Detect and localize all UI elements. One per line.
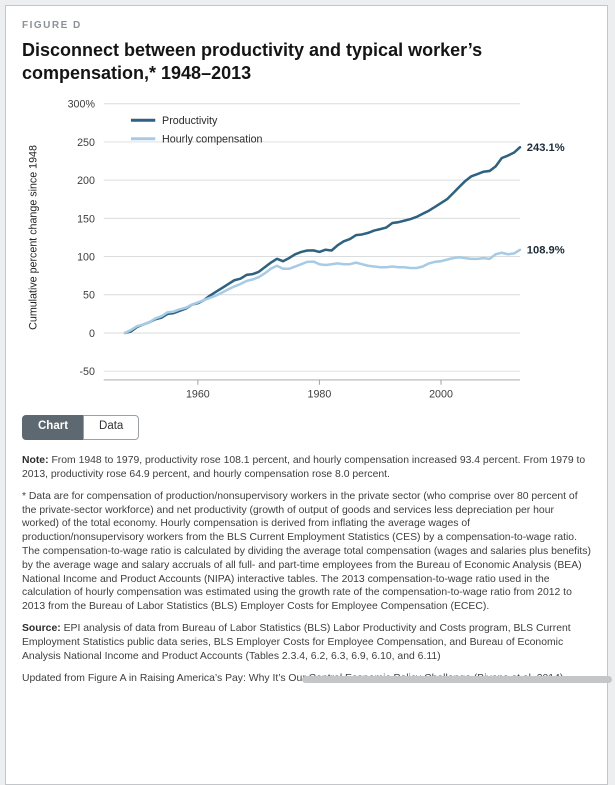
note-label: Note: [22, 455, 49, 467]
x-tick-label: 1960 [186, 388, 210, 400]
x-tick-label: 2000 [429, 388, 453, 400]
note-text: Note: From 1948 to 1979, productivity ro… [22, 454, 591, 482]
source-label: Source: [22, 623, 61, 635]
source-updated-text: Updated from Figure A in Raising America… [22, 672, 564, 684]
y-tick-label: 0 [89, 328, 95, 340]
horizontal-scrollbar-thumb[interactable] [302, 676, 612, 683]
tab-chart[interactable]: Chart [22, 415, 84, 441]
productivity-line [123, 145, 522, 335]
source-text: Source: EPI analysis of data from Bureau… [22, 622, 591, 663]
y-tick-label: 50 [83, 290, 95, 302]
footnote-text: * Data are for compensation of productio… [22, 490, 591, 614]
source-body: EPI analysis of data from Bureau of Labo… [22, 623, 571, 662]
x-tick-label: 1980 [308, 388, 332, 400]
figure-label: FIGURE D [22, 20, 82, 31]
chart-area: 300% 250 200 150 100 50 0 -50 1960 1980 2000 Cumula… [22, 94, 591, 405]
hourly-compensation-end-value-label: 108.9% [527, 245, 565, 257]
footnote-body: * Data are for compensation of productio… [22, 490, 591, 613]
figure-title: Disconnect between productivity and typi… [22, 40, 483, 83]
y-tick-label: 200 [77, 175, 95, 187]
hourly-compensation-legend-label: Hourly compensation [162, 134, 262, 146]
tab-data[interactable]: Data [83, 415, 140, 441]
y-axis-title: Cumulative percent change since 1948 [28, 145, 40, 330]
figure-card: FIGURE D Disconnect between productivity… [5, 5, 608, 785]
y-tick-label: 150 [77, 213, 95, 225]
productivity-legend-label: Productivity [162, 115, 218, 127]
productivity-end-value-label: 243.1% [527, 142, 565, 154]
y-tick-label: 100 [77, 251, 95, 263]
y-tick-label: 250 [77, 137, 95, 149]
view-toggle: Chart Data [22, 415, 591, 441]
chart-svg: 300% 250 200 150 100 50 0 -50 1960 1980 2000 Cumula… [28, 99, 565, 401]
note-body: From 1948 to 1979, productivity rose 108… [22, 455, 586, 480]
hourly-compensation-line [123, 248, 522, 335]
y-tick-label: 300% [68, 99, 96, 111]
y-tick-label: -50 [80, 366, 96, 378]
